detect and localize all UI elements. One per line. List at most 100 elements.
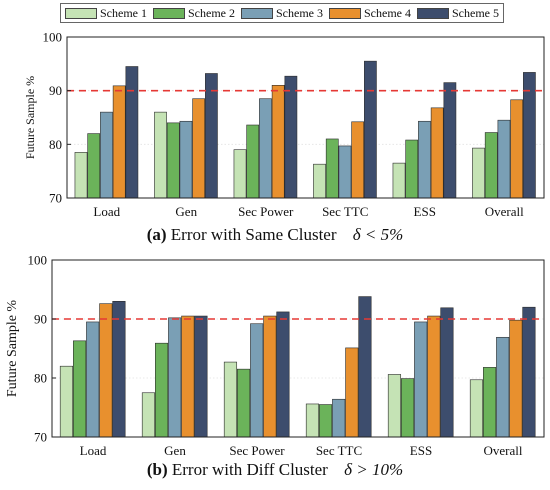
bar bbox=[237, 368, 251, 438]
bar bbox=[387, 374, 402, 438]
legend-item-scheme-4: Scheme 4 bbox=[329, 6, 411, 21]
bar bbox=[168, 317, 182, 438]
bar bbox=[87, 133, 101, 199]
bar bbox=[364, 60, 377, 199]
bar bbox=[181, 315, 195, 438]
bar bbox=[263, 315, 277, 438]
caption-b-math: δ > 10% bbox=[344, 460, 404, 479]
bar bbox=[414, 321, 428, 438]
bar bbox=[392, 162, 406, 199]
legend-swatch bbox=[241, 7, 273, 19]
bar bbox=[469, 379, 484, 438]
bar bbox=[179, 120, 193, 199]
bar bbox=[73, 340, 87, 438]
bar bbox=[259, 98, 272, 199]
caption-b-text: Error with Diff Cluster bbox=[171, 460, 328, 479]
bar bbox=[358, 296, 372, 438]
bar bbox=[313, 163, 326, 199]
y-tick-label: 70 bbox=[49, 191, 62, 206]
legend: Scheme 1 Scheme 2 Scheme 3 Scheme 4 Sche… bbox=[60, 3, 504, 23]
bar bbox=[59, 365, 74, 438]
bar bbox=[205, 73, 218, 199]
bar bbox=[440, 307, 454, 438]
legend-label: Scheme 5 bbox=[452, 5, 499, 20]
bar bbox=[233, 149, 247, 199]
bar bbox=[305, 403, 320, 438]
bar bbox=[484, 132, 498, 199]
bar bbox=[284, 75, 298, 199]
x-tick-label: Overall bbox=[484, 443, 523, 458]
bar bbox=[338, 145, 352, 199]
x-tick-label: Load bbox=[80, 443, 107, 458]
bar bbox=[401, 378, 415, 438]
bar bbox=[194, 315, 208, 438]
plot-frame bbox=[66, 36, 545, 199]
x-tick-label: Sec Power bbox=[229, 443, 285, 458]
bar bbox=[271, 85, 285, 199]
x-tick-label: Sec TTC bbox=[322, 204, 368, 219]
bar bbox=[430, 107, 444, 199]
y-tick-label: 70 bbox=[34, 430, 47, 445]
bar bbox=[86, 321, 100, 438]
legend-label: Scheme 4 bbox=[364, 5, 411, 20]
bar bbox=[418, 120, 431, 199]
bar bbox=[246, 124, 260, 199]
bar bbox=[141, 392, 156, 438]
plot-frame bbox=[51, 259, 545, 438]
x-tick-label: ESS bbox=[410, 443, 432, 458]
bar bbox=[510, 99, 524, 199]
bar bbox=[112, 300, 126, 438]
y-tick-label: 100 bbox=[28, 253, 48, 268]
bar bbox=[74, 152, 88, 199]
y-tick-label: 80 bbox=[49, 137, 62, 152]
legend-label: Scheme 3 bbox=[276, 5, 323, 20]
bar bbox=[427, 315, 441, 438]
y-tick-label: 90 bbox=[49, 83, 62, 98]
legend-item-scheme-3: Scheme 3 bbox=[241, 6, 323, 21]
bar bbox=[522, 306, 536, 438]
chart-panel-b: Load Gen Sec Power Sec TTC ESS Overall 70 80 90 1… bbox=[5, 253, 545, 458]
bar bbox=[497, 119, 511, 199]
chart-panel-a: Load Gen Sec Power Sec TTC ESS Overall 70 80 90 1… bbox=[23, 30, 545, 219]
bar bbox=[125, 66, 139, 199]
bar bbox=[250, 323, 264, 438]
legend-item-scheme-5: Scheme 5 bbox=[417, 6, 499, 21]
bar bbox=[483, 367, 497, 438]
caption-b: (b) Error with Diff Cluster δ > 10% bbox=[0, 460, 550, 480]
x-tick-label: Sec TTC bbox=[316, 443, 362, 458]
caption-a-math: δ < 5% bbox=[352, 225, 404, 244]
bar bbox=[496, 336, 510, 438]
legend-swatch bbox=[329, 7, 361, 19]
bar bbox=[166, 122, 180, 199]
legend-label: Scheme 1 bbox=[100, 5, 147, 20]
x-tick-label: Gen bbox=[164, 443, 186, 458]
legend-label: Scheme 2 bbox=[188, 5, 235, 20]
bar bbox=[223, 361, 238, 438]
y-tick-label: 80 bbox=[34, 371, 47, 386]
bar bbox=[276, 311, 290, 438]
bar bbox=[405, 139, 419, 199]
caption-a-tag: (a) bbox=[146, 225, 167, 244]
caption-a: (a) Error with Same Cluster δ < 5% bbox=[0, 225, 550, 245]
bar bbox=[509, 319, 523, 438]
bar bbox=[319, 404, 333, 438]
caption-a-text: Error with Same Cluster bbox=[170, 225, 337, 244]
bar bbox=[154, 111, 167, 199]
legend-swatch bbox=[153, 7, 185, 19]
legend-swatch bbox=[65, 7, 97, 19]
legend-swatch bbox=[417, 7, 449, 19]
y-tick-label: 100 bbox=[43, 30, 63, 45]
bar bbox=[112, 85, 126, 199]
x-tick-label: Sec Power bbox=[238, 204, 294, 219]
bar bbox=[345, 347, 359, 438]
y-axis-label: Future Sample % bbox=[23, 76, 37, 159]
legend-item-scheme-2: Scheme 2 bbox=[153, 6, 235, 21]
y-tick-label: 90 bbox=[34, 312, 47, 327]
legend-item-scheme-1: Scheme 1 bbox=[65, 6, 147, 21]
bar bbox=[332, 398, 346, 438]
bar bbox=[443, 82, 457, 199]
x-tick-label: Overall bbox=[485, 204, 524, 219]
bar bbox=[325, 138, 339, 199]
bar bbox=[472, 147, 485, 199]
